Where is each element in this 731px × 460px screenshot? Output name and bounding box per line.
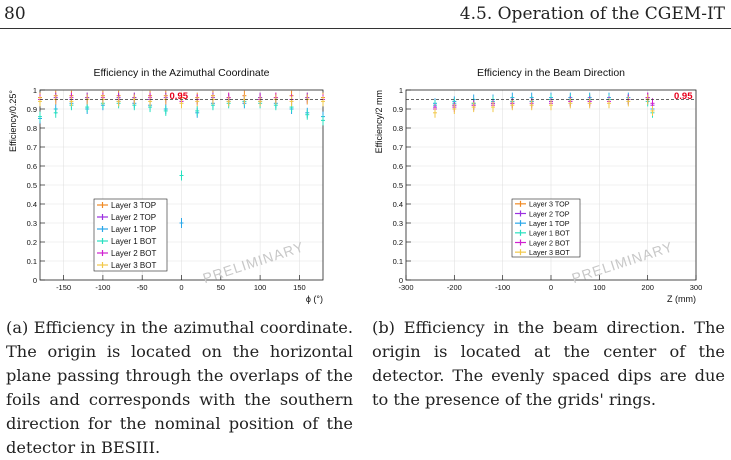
legend-entry: Layer 2 BOT [111, 249, 156, 258]
y-tick-label: 0.5 [27, 181, 37, 190]
figure-b: Efficiency in the Beam Direction 0 0.1 0.2 0… [370, 62, 731, 307]
chart-title: Efficiency in the Azimuthal Coordinate [93, 67, 269, 79]
y-tick-label: 0.4 [27, 200, 37, 209]
y-tick-label: 0.6 [27, 162, 37, 171]
y-tick-label: 0.2 [393, 238, 403, 247]
y-tick-label: 0 [33, 276, 37, 285]
x-tick-label: 100 [254, 283, 267, 292]
y-tick-label: 1 [399, 86, 403, 95]
reference-line-label: 0.95 [170, 91, 189, 102]
section-title: 4.5. Operation of the CGEM-IT [459, 4, 725, 24]
chart-a: Efficiency in the Azimuthal Coordinate 0 0… [8, 67, 325, 304]
x-tick-label: -150 [56, 283, 71, 292]
y-tick-label: 0.8 [27, 124, 37, 133]
x-tick-label: -100 [495, 283, 510, 292]
y-tick-label: 1 [33, 86, 37, 95]
legend-entry: Layer 2 TOP [111, 213, 156, 222]
legend-entry: Layer 1 TOP [529, 219, 570, 228]
series-5 [433, 92, 655, 114]
watermark-text: PRELIMINARY [570, 238, 675, 286]
legend-entry: Layer 3 TOP [111, 201, 156, 210]
y-tick-label: 0.5 [393, 181, 403, 190]
y-tick-label: 0.7 [393, 143, 403, 152]
legend-entry: Layer 3 BOT [529, 248, 570, 257]
legend-entry: Layer 1 TOP [111, 225, 156, 234]
legend-box [93, 198, 168, 272]
y-tick-label: 0.1 [27, 257, 37, 266]
y-axis-label: Efficiency/2 mm [374, 90, 384, 153]
x-axis-label: ϕ (°) [306, 294, 323, 304]
x-tick-label: 100 [593, 283, 606, 292]
y-tick-label: 0.7 [27, 143, 37, 152]
y-tick-label: 0.4 [393, 200, 403, 209]
caption-a: (a) Efficiency in the azimuthal coordina… [6, 318, 353, 457]
y-tick-label: 0.3 [393, 219, 403, 228]
page-header: 80 4.5. Operation of the CGEM-IT [0, 0, 731, 30]
series-3 [433, 92, 655, 114]
x-tick-label: 0 [179, 283, 183, 292]
legend-entry: Layer 3 BOT [111, 261, 156, 270]
page-number: 80 [4, 4, 26, 24]
x-tick-label: 300 [690, 283, 703, 292]
y-tick-label: 0.3 [27, 219, 37, 228]
legend-entry: Layer 2 BOT [529, 238, 570, 247]
series-1 [433, 92, 655, 114]
x-tick-label: -100 [95, 283, 110, 292]
series-4 [433, 94, 655, 118]
x-tick-label: 50 [217, 283, 225, 292]
x-tick-label: -50 [137, 283, 148, 292]
legend-box [511, 198, 581, 258]
watermark-text: PRELIMINARY [201, 238, 306, 286]
chart-title: Efficiency in the Beam Direction [477, 67, 625, 79]
y-tick-label: 0.6 [393, 162, 403, 171]
x-tick-label: 150 [293, 283, 306, 292]
chart-b: Efficiency in the Beam Direction 0 0.1 0.2 0… [374, 67, 703, 304]
legend-entry: Layer 1 BOT [111, 237, 156, 246]
legend-entry: Layer 1 BOT [529, 229, 570, 238]
x-tick-label: -300 [398, 283, 413, 292]
y-tick-label: 0.8 [393, 124, 403, 133]
y-tick-label: 0.9 [393, 105, 403, 114]
legend-entry: Layer 3 TOP [529, 200, 570, 209]
figure-a: Efficiency in the Azimuthal Coordinate 0 0… [0, 62, 345, 307]
x-axis-label: Z (mm) [667, 294, 696, 304]
header-rule [0, 28, 731, 29]
series-6 [38, 94, 325, 109]
y-tick-label: 0.9 [27, 105, 37, 114]
series-6 [433, 94, 655, 118]
y-tick-label: 0.2 [27, 238, 37, 247]
x-tick-label: -200 [447, 283, 462, 292]
x-tick-label: 200 [641, 283, 654, 292]
y-tick-label: 0 [399, 276, 403, 285]
y-axis-label: Efficiency/0.25° [8, 90, 18, 152]
legend-entry: Layer 2 TOP [529, 209, 570, 218]
y-tick-label: 0.1 [393, 257, 403, 266]
reference-line-label: 0.95 [674, 91, 693, 102]
x-tick-label: 0 [549, 283, 553, 292]
legend: Layer 3 TOP Layer 2 TOP Layer 1 TOP Layer 1… [93, 198, 168, 272]
caption-b: (b) Efficiency in the beam direction. Th… [372, 318, 725, 409]
